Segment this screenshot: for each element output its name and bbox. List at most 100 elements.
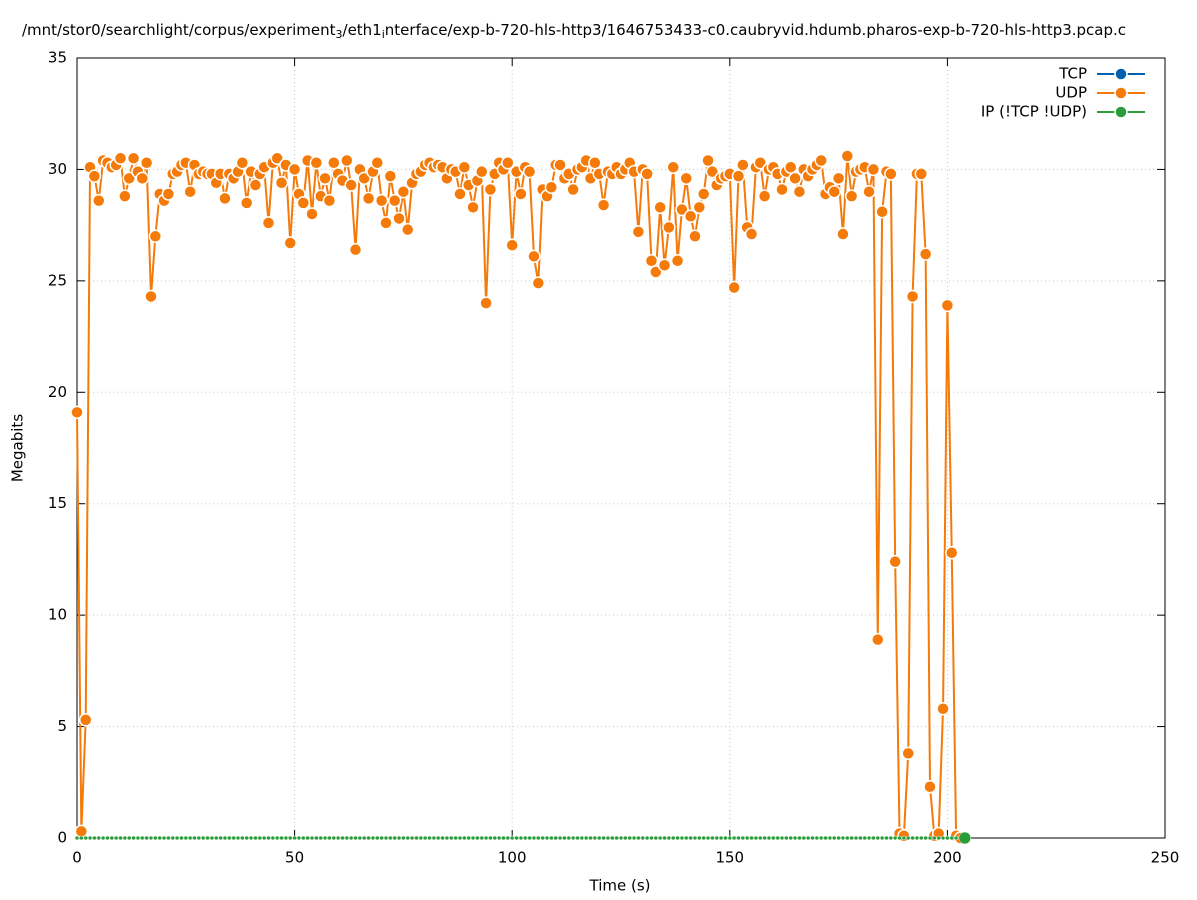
data-point bbox=[623, 835, 628, 841]
data-point bbox=[553, 158, 567, 172]
data-point bbox=[688, 229, 702, 244]
data-point bbox=[731, 835, 737, 841]
data-point bbox=[187, 835, 193, 841]
data-point bbox=[261, 835, 267, 841]
data-point bbox=[479, 296, 493, 310]
data-point bbox=[135, 835, 141, 841]
data-point bbox=[244, 835, 249, 841]
data-point bbox=[596, 198, 611, 212]
data-point bbox=[113, 151, 128, 166]
data-point bbox=[801, 835, 807, 841]
x-tick-label: 150 bbox=[715, 849, 744, 867]
data-point bbox=[374, 193, 389, 208]
data-point bbox=[122, 171, 136, 186]
data-point bbox=[235, 155, 250, 170]
data-point bbox=[283, 835, 289, 841]
data-point bbox=[296, 835, 302, 841]
data-point bbox=[888, 835, 894, 841]
data-point bbox=[353, 835, 358, 841]
data-point bbox=[644, 254, 659, 268]
data-point bbox=[927, 835, 933, 841]
data-point bbox=[675, 202, 689, 217]
data-point bbox=[301, 835, 306, 841]
data-point bbox=[435, 835, 441, 841]
data-point bbox=[396, 184, 411, 199]
data-point bbox=[126, 151, 141, 166]
data-point bbox=[479, 835, 484, 841]
data-point bbox=[923, 779, 937, 794]
y-tick-label: 30 bbox=[48, 160, 67, 178]
data-point bbox=[601, 835, 606, 841]
data-point bbox=[283, 236, 297, 250]
data-point bbox=[361, 191, 376, 206]
data-point bbox=[862, 184, 876, 199]
data-point bbox=[840, 835, 846, 841]
data-point bbox=[118, 189, 132, 203]
data-point bbox=[431, 835, 437, 841]
data-point bbox=[618, 835, 624, 841]
data-point bbox=[483, 182, 498, 197]
legend-label: UDP bbox=[1055, 84, 1087, 102]
data-point bbox=[657, 835, 663, 841]
data-point bbox=[727, 835, 733, 841]
y-tick-label: 15 bbox=[48, 494, 67, 512]
data-point bbox=[871, 632, 885, 647]
title-subscript: 3 bbox=[336, 28, 343, 41]
data-point bbox=[318, 171, 332, 186]
data-point bbox=[370, 155, 385, 170]
legend-marker bbox=[1114, 67, 1128, 81]
data-point bbox=[666, 835, 672, 841]
data-point bbox=[536, 835, 541, 841]
data-point bbox=[296, 196, 311, 210]
y-tick-label: 0 bbox=[57, 829, 67, 847]
data-point bbox=[836, 227, 850, 241]
data-point bbox=[161, 835, 167, 841]
data-point bbox=[287, 162, 302, 177]
data-point bbox=[474, 164, 489, 179]
legend-marker bbox=[1114, 105, 1128, 119]
series-line bbox=[76, 154, 961, 839]
data-point bbox=[940, 835, 946, 841]
data-point bbox=[418, 835, 424, 841]
data-point bbox=[492, 835, 498, 841]
data-point bbox=[470, 835, 476, 841]
data-point bbox=[253, 835, 258, 841]
data-point bbox=[366, 835, 371, 841]
data-point bbox=[566, 182, 580, 197]
data-point bbox=[309, 155, 324, 170]
data-point bbox=[344, 835, 350, 841]
data-point bbox=[218, 835, 223, 841]
data-point bbox=[140, 835, 145, 841]
data-point bbox=[692, 200, 707, 215]
data-point bbox=[936, 835, 941, 841]
data-point bbox=[523, 835, 528, 841]
data-point bbox=[958, 831, 972, 845]
y-axis-label: Megabits bbox=[9, 414, 27, 482]
data-point bbox=[792, 835, 798, 841]
data-point bbox=[505, 835, 511, 841]
chart-title: /mnt/stor0/searchlight/corpus/experiment… bbox=[22, 21, 1126, 42]
data-point bbox=[270, 151, 284, 166]
data-point bbox=[631, 225, 646, 239]
data-point bbox=[318, 835, 323, 841]
data-point bbox=[518, 835, 524, 841]
data-point bbox=[936, 701, 950, 716]
data-point bbox=[270, 835, 276, 841]
data-point bbox=[953, 835, 959, 841]
data-point bbox=[222, 835, 228, 841]
data-point bbox=[196, 835, 202, 841]
data-point bbox=[248, 835, 254, 841]
data-point bbox=[266, 835, 271, 841]
data-point bbox=[875, 835, 881, 841]
data-point bbox=[723, 835, 728, 841]
data-point bbox=[501, 835, 506, 841]
legend-label: IP (!TCP !UDP) bbox=[981, 103, 1087, 121]
data-point bbox=[744, 227, 759, 241]
data-point bbox=[553, 835, 558, 841]
data-point bbox=[383, 169, 398, 183]
data-point bbox=[701, 835, 706, 841]
data-point bbox=[914, 835, 920, 841]
data-point bbox=[475, 835, 480, 841]
data-point bbox=[888, 554, 902, 569]
